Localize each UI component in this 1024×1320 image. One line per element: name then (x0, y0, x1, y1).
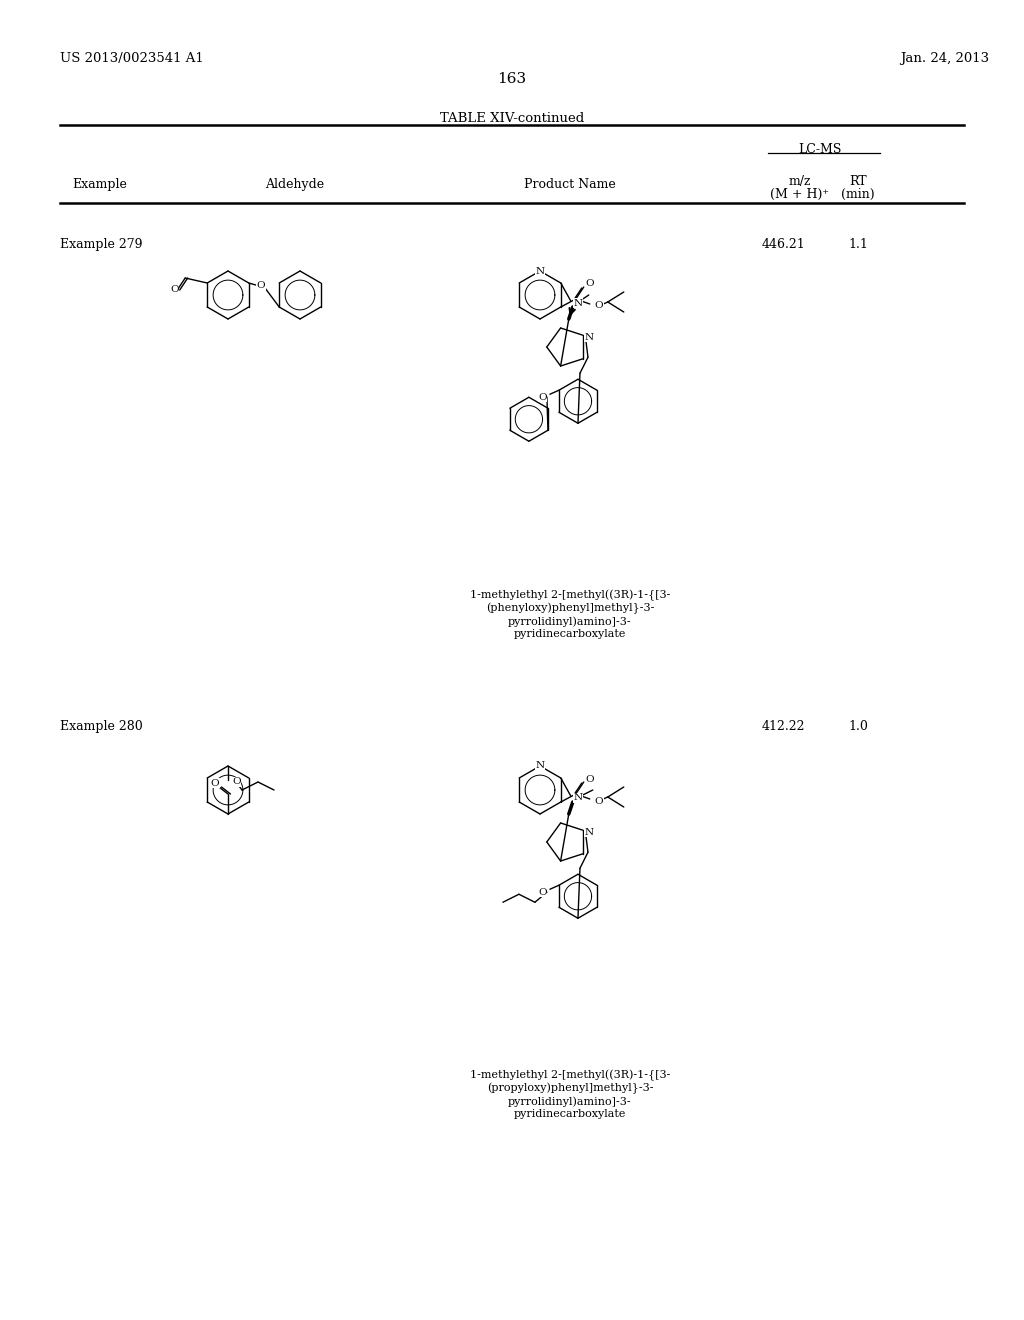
Text: N: N (536, 762, 545, 771)
Text: (M + H)⁺: (M + H)⁺ (770, 187, 829, 201)
Text: Aldehyde: Aldehyde (265, 178, 325, 191)
Text: O: O (586, 280, 594, 289)
Text: 1-methylethyl 2-[methyl((3R)-1-{[3-: 1-methylethyl 2-[methyl((3R)-1-{[3- (470, 1071, 670, 1081)
Text: N: N (573, 793, 583, 803)
Text: O: O (595, 796, 603, 805)
Text: RT: RT (849, 176, 866, 187)
Text: O: O (539, 888, 547, 896)
Text: N: N (585, 333, 594, 342)
Text: N: N (573, 298, 583, 308)
Text: pyrrolidinyl)amino]-3-: pyrrolidinyl)amino]-3- (508, 1096, 632, 1106)
Text: 446.21: 446.21 (762, 238, 806, 251)
Text: Example: Example (73, 178, 127, 191)
Text: Jan. 24, 2013: Jan. 24, 2013 (900, 51, 989, 65)
Text: (phenyloxy)phenyl]methyl}-3-: (phenyloxy)phenyl]methyl}-3- (485, 603, 654, 614)
Text: O: O (257, 281, 265, 289)
Text: N: N (536, 267, 545, 276)
Text: Example 280: Example 280 (60, 719, 142, 733)
Text: (min): (min) (841, 187, 874, 201)
Text: LC-MS: LC-MS (799, 143, 842, 156)
Text: 1-methylethyl 2-[methyl((3R)-1-{[3-: 1-methylethyl 2-[methyl((3R)-1-{[3- (470, 590, 670, 602)
Text: pyrrolidinyl)amino]-3-: pyrrolidinyl)amino]-3- (508, 616, 632, 627)
Text: m/z: m/z (788, 176, 811, 187)
Text: Product Name: Product Name (524, 178, 615, 191)
Text: (propyloxy)phenyl]methyl}-3-: (propyloxy)phenyl]methyl}-3- (486, 1082, 653, 1094)
Text: pyridinecarboxylate: pyridinecarboxylate (514, 630, 627, 639)
Text: N: N (585, 828, 594, 837)
Text: pyridinecarboxylate: pyridinecarboxylate (514, 1109, 627, 1119)
Text: 163: 163 (498, 73, 526, 86)
Text: 412.22: 412.22 (762, 719, 806, 733)
Text: 1.0: 1.0 (848, 719, 868, 733)
Text: O: O (595, 301, 603, 310)
Text: O: O (170, 285, 178, 294)
Text: TABLE XIV-continued: TABLE XIV-continued (440, 112, 584, 125)
Text: O: O (586, 775, 594, 784)
Text: O: O (539, 393, 547, 401)
Text: 1.1: 1.1 (848, 238, 868, 251)
Text: Example 279: Example 279 (60, 238, 142, 251)
Text: O: O (211, 779, 219, 788)
Text: US 2013/0023541 A1: US 2013/0023541 A1 (60, 51, 204, 65)
Text: O: O (232, 777, 241, 787)
